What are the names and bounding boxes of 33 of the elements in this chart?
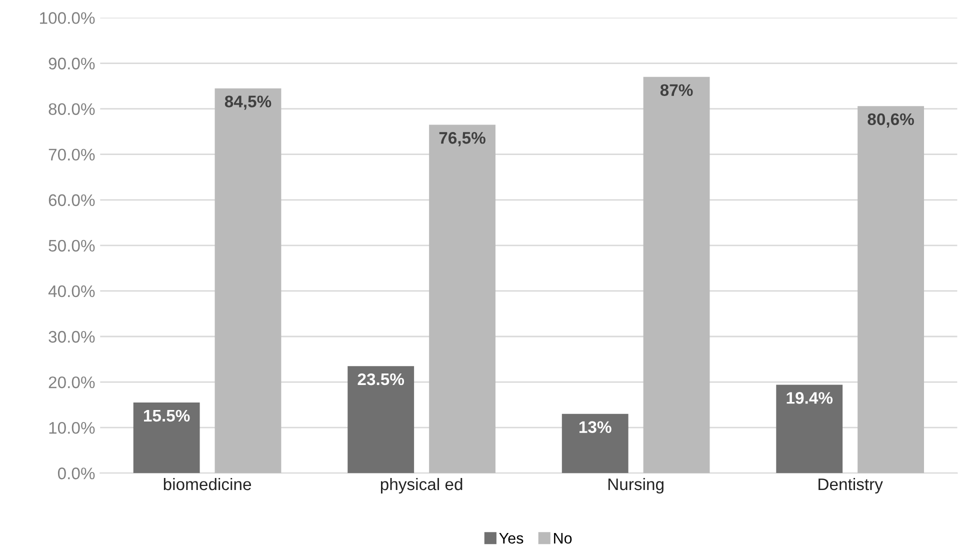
y-tick-label: 50.0% — [48, 240, 95, 252]
bar — [776, 384, 843, 474]
y-tick-label: 70.0% — [48, 148, 95, 161]
legend-label: No — [554, 532, 572, 544]
data-label: 84,5% — [224, 96, 272, 110]
y-tick-label: 0.0% — [58, 468, 95, 480]
data-label: 19.4% — [786, 392, 833, 404]
y-tick-label: 100.0% — [40, 12, 95, 24]
x-tick-label: Dentistry — [818, 478, 883, 494]
y-tick-label: 40.0% — [48, 285, 95, 298]
y-tick-label: 10.0% — [49, 422, 95, 434]
data-label: 23.5% — [358, 373, 404, 386]
bar — [562, 414, 628, 474]
bar — [429, 124, 496, 474]
data-label: 87% — [660, 84, 693, 96]
legend-label: Yes — [499, 532, 524, 544]
x-tick-label: biomedicine — [164, 478, 252, 490]
bar — [348, 366, 414, 474]
data-label: 15.5% — [144, 410, 190, 422]
bar — [643, 76, 710, 474]
data-label: 13% — [579, 421, 612, 434]
y-tick-label: 20.0% — [48, 376, 95, 388]
data-label: 76,5% — [439, 132, 486, 146]
y-tick-label: 90.0% — [48, 58, 95, 70]
y-tick-label: 30.0% — [48, 330, 95, 343]
y-tick-label: 60.0% — [48, 194, 95, 206]
bar — [214, 88, 282, 474]
bar — [133, 402, 200, 474]
data-label: 80,6% — [868, 113, 914, 128]
bar — [858, 106, 924, 474]
x-tick-label: Nursing — [608, 478, 664, 494]
x-tick-label: physical ed — [380, 478, 462, 494]
y-tick-label: 80.0% — [48, 103, 95, 116]
